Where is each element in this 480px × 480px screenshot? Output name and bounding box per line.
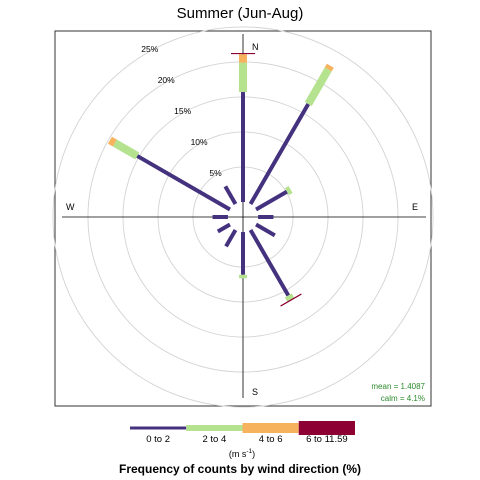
ring-label-1: 5% (209, 168, 222, 178)
units-close: ) (252, 449, 255, 459)
legend: 0 to 2 2 to 4 4 to 6 6 to 11.59 (130, 421, 355, 445)
legend-swatch-3 (242, 423, 299, 433)
units-label: (m s-1) (229, 448, 255, 459)
legend-swatch-1 (130, 426, 187, 430)
spoke-segment-60-bin1 (255, 189, 288, 212)
legend-swatch-4 (298, 421, 355, 435)
spoke-segment-30-bin2 (304, 67, 332, 106)
spoke-segment-330-bin1 (223, 185, 238, 205)
spoke-segment-240-bin1 (216, 222, 231, 234)
legend-swatch-2 (186, 425, 243, 431)
ring-label-4: 20% (158, 75, 175, 85)
ring-label-3: 15% (174, 106, 191, 116)
stat-mean: mean = 1.4087 (371, 382, 425, 391)
direction-label-w: W (66, 202, 75, 212)
direction-label-e: E (412, 202, 418, 212)
stat-calm: calm = 4.1% (381, 394, 425, 403)
direction-label-n: N (252, 42, 259, 52)
spoke-segment-150-bin2 (284, 293, 295, 302)
legend-label-1: 0 to 2 (146, 434, 170, 445)
ring-label-5: 25% (141, 44, 158, 54)
spoke-segment-30-bin3 (324, 63, 334, 72)
spoke-segment-120-bin1 (255, 222, 276, 238)
legend-label-3: 4 to 6 (259, 434, 283, 445)
ring-label-2: 10% (191, 137, 208, 147)
grid-ring-5 (52, 26, 434, 408)
spoke-segment-210-bin1 (224, 229, 238, 248)
units-text: (m s (229, 449, 247, 459)
spoke-segment-300-bin3 (107, 136, 117, 147)
spoke-segment-150-bin1 (248, 229, 291, 297)
wind-spokes (107, 52, 334, 307)
direction-label-s: S (252, 387, 258, 397)
ring-labels: 5% 10% 15% 20% 25% (141, 44, 222, 178)
legend-label-2: 2 to 4 (202, 434, 226, 445)
chart-title: Summer (Jun-Aug) (177, 5, 304, 22)
spoke-segment-60-bin2 (284, 186, 293, 196)
legend-label-4: 6 to 11.59 (306, 434, 348, 445)
units-exponent: -1 (246, 448, 252, 455)
spoke-segment-300-bin1 (136, 154, 231, 212)
spoke-segment-150-bin4 (280, 293, 302, 307)
spoke-segment-300-bin2 (112, 139, 140, 160)
spoke-segment-30-bin1 (248, 102, 311, 205)
chart-caption: Frequency of counts by wind direction (%… (119, 462, 361, 476)
